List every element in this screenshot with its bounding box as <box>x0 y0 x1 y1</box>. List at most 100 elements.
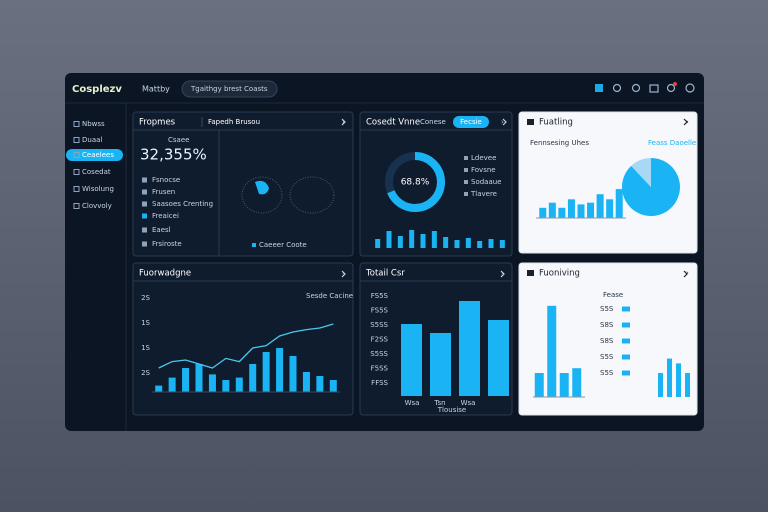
bar <box>488 239 494 248</box>
bar <box>567 199 575 218</box>
bar <box>667 358 672 397</box>
nav-item[interactable]: Duaal <box>82 136 102 144</box>
bar <box>409 230 415 248</box>
panel-title: Fuorwadgne <box>139 269 191 279</box>
bar <box>235 377 243 392</box>
badge <box>673 82 677 86</box>
bar <box>548 202 556 218</box>
bar <box>386 231 392 248</box>
column-header: Fease <box>603 291 623 299</box>
bar <box>454 240 460 248</box>
bar <box>316 376 324 392</box>
nav-link[interactable]: Mattby <box>142 85 170 94</box>
list-icon <box>142 189 147 195</box>
subtitle: Fennsesing Uhes <box>530 139 589 147</box>
list-icon <box>142 213 147 219</box>
chevron[interactable]: › <box>342 118 345 126</box>
panel-title: Cosedt Vnne <box>366 118 420 128</box>
bar <box>195 364 203 392</box>
bar <box>430 333 451 396</box>
chevron[interactable]: › <box>686 269 689 277</box>
map-highlight <box>255 180 269 195</box>
x-label: Wsa <box>461 399 476 407</box>
map-region <box>241 176 283 214</box>
row-marker <box>622 322 630 328</box>
bar <box>499 240 505 248</box>
y-label: 2S <box>141 294 150 302</box>
legend: Caeeer Coote <box>259 241 307 249</box>
bar <box>547 305 557 397</box>
list-item: Freaicei <box>152 212 179 220</box>
legend: Feass Daoelle <box>648 139 696 147</box>
panel-title: Totail Csr <box>365 269 405 279</box>
nav-icon <box>73 169 80 175</box>
button[interactable] <box>453 116 489 128</box>
row-label: S5S <box>600 369 614 377</box>
chevron[interactable] <box>341 270 346 278</box>
map-region <box>289 176 335 214</box>
bar <box>558 207 566 218</box>
button-label: Fecsie <box>460 118 482 126</box>
chevron[interactable] <box>500 270 505 278</box>
bar <box>488 320 509 396</box>
legend-swatch <box>464 192 468 196</box>
y-label: FS5S <box>371 292 389 300</box>
y-label: FS5S <box>371 307 389 315</box>
y-label: S5SS <box>370 321 388 329</box>
bar <box>443 237 449 248</box>
nav-item[interactable]: Cosedat <box>82 168 111 176</box>
nav-item[interactable]: Nbwss <box>82 120 105 128</box>
row-marker <box>622 370 630 376</box>
bar <box>658 373 663 397</box>
bar <box>572 368 582 397</box>
bar <box>276 348 284 392</box>
bar <box>559 373 569 397</box>
panel-icon <box>527 270 534 276</box>
bar <box>420 234 426 248</box>
y-label: 1S <box>141 319 150 327</box>
logo: Cosplezv <box>72 84 122 95</box>
nav-item[interactable]: Clovvoly <box>82 202 112 210</box>
row-marker <box>622 338 630 344</box>
chevron[interactable] <box>683 118 688 126</box>
bar <box>289 356 297 392</box>
donut-label: 68.8% <box>401 178 430 188</box>
list-icon <box>142 227 147 233</box>
bar <box>587 202 595 218</box>
chevron[interactable] <box>683 270 688 278</box>
tab[interactable]: Fapedh Brusou <box>208 118 260 126</box>
panel-title: Fropmes <box>139 118 176 128</box>
legend-swatch <box>464 180 468 184</box>
toolbar-icons[interactable] <box>595 83 695 93</box>
bar <box>431 231 437 248</box>
y-label: F2SS <box>371 336 389 344</box>
bar <box>606 199 614 218</box>
nav-icon <box>73 152 80 158</box>
row-label: S8S <box>600 337 614 345</box>
bar <box>155 385 163 392</box>
search-box[interactable] <box>181 80 278 98</box>
row-label: S8S <box>600 321 614 329</box>
nav-item[interactable]: Ceaelees <box>82 151 114 159</box>
bar <box>329 380 337 392</box>
bar <box>182 368 190 392</box>
panel-icon <box>527 119 534 125</box>
legend-swatch <box>464 156 468 160</box>
nav-active <box>66 149 123 161</box>
bar <box>302 372 310 392</box>
panel <box>359 111 513 257</box>
chevron[interactable] <box>502 118 507 126</box>
bar <box>401 324 422 396</box>
chevron[interactable]: › <box>501 118 504 126</box>
bar <box>477 241 483 248</box>
y-label: 1S <box>141 344 150 352</box>
list-item: Fsnocse <box>152 176 180 184</box>
caption: Tlousise <box>437 406 467 414</box>
trend-line <box>158 323 334 369</box>
chevron[interactable] <box>341 118 346 126</box>
nav-item[interactable]: Wisolung <box>82 185 114 193</box>
tab[interactable]: Conese <box>420 118 446 126</box>
panel <box>132 111 354 257</box>
bar <box>459 301 480 396</box>
